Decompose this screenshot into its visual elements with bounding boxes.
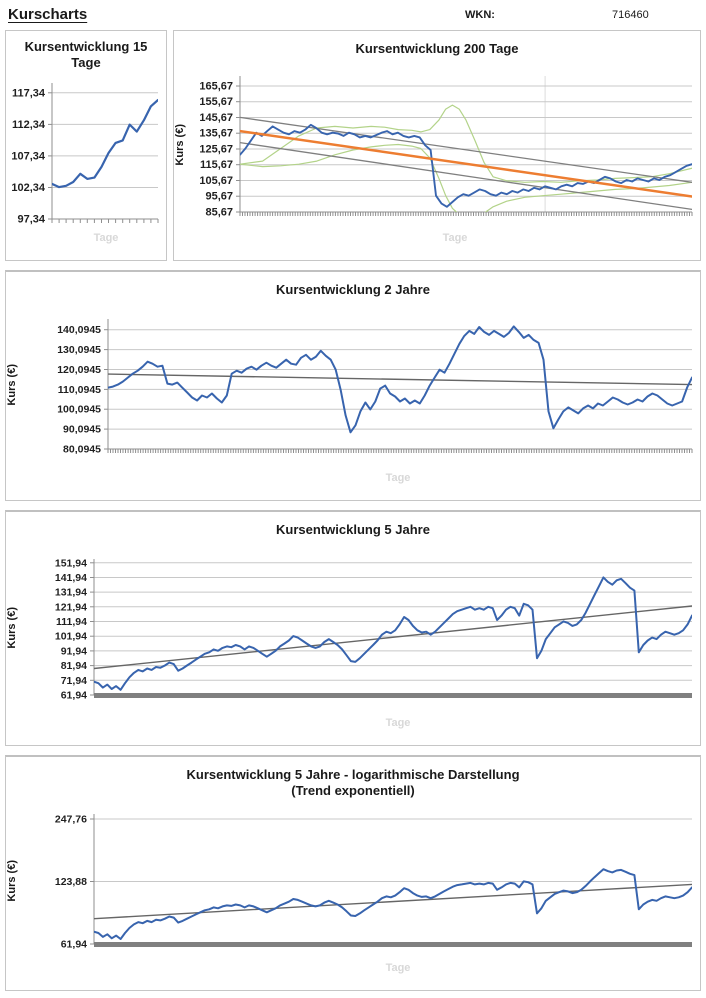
svg-text:100,0945: 100,0945 — [57, 404, 101, 416]
chart-5-jahre: Kursentwicklung 5 Jahre Kurs (€) 151,94 1… — [5, 510, 701, 746]
svg-text:85,67: 85,67 — [205, 206, 233, 218]
report-header: Kurscharts WKN: 716460 — [5, 0, 701, 30]
y-axis-title: Kurs (€) — [174, 123, 186, 166]
svg-text:131,94: 131,94 — [55, 586, 87, 598]
x-axis-title: Tage — [442, 232, 468, 244]
chart-5-jahre-log: Kursentwicklung 5 Jahre - logarithmische… — [5, 755, 701, 991]
svg-text:105,67: 105,67 — [200, 175, 233, 187]
series-trend — [240, 129, 692, 198]
series-price — [240, 123, 692, 208]
chart-15-tage: Kursentwicklung 15 Tage 117,34 112,34 107,… — [5, 30, 167, 261]
x-axis-title: Tage — [385, 472, 411, 484]
svg-text:80,0945: 80,0945 — [63, 444, 101, 456]
svg-text:91,94: 91,94 — [61, 645, 87, 657]
series-trend-exponential — [94, 884, 692, 920]
wkn-label: WKN: — [465, 9, 495, 21]
svg-text:141,94: 141,94 — [55, 572, 87, 584]
chart-body: Kurs (€) 140,0945 130,0945 120,0945 110,094… — [6, 298, 700, 472]
svg-text:115,67: 115,67 — [200, 159, 233, 171]
svg-text:95,67: 95,67 — [205, 190, 233, 202]
chart-title: Kursentwicklung 5 Jahre - logarithmische… — [186, 767, 520, 782]
chart-body: Kurs (€) 247,76 123,88 61,94 — [6, 799, 700, 962]
chart-subtitle: (Trend exponentiell) — [291, 783, 415, 799]
svg-text:90,0945: 90,0945 — [63, 424, 101, 436]
chart-title: Kursentwicklung 15 Tage — [24, 39, 148, 71]
svg-text:130,0945: 130,0945 — [57, 344, 101, 356]
x-axis-title: Tage — [385, 717, 411, 729]
svg-text:247,76: 247,76 — [55, 814, 87, 826]
svg-text:112,34: 112,34 — [12, 119, 46, 131]
series-channel-lower — [240, 141, 692, 210]
svg-text:145,67: 145,67 — [200, 112, 233, 124]
svg-text:155,67: 155,67 — [200, 96, 233, 108]
plot-area: 140,0945 130,0945 120,0945 110,0945 100,0945… — [57, 319, 693, 456]
svg-text:123,88: 123,88 — [55, 876, 87, 888]
svg-text:120,0945: 120,0945 — [57, 364, 101, 376]
series-price — [94, 576, 692, 691]
y-axis-title: Kurs (€) — [6, 364, 18, 406]
series-band-upper — [240, 104, 692, 183]
chart-body: Kurs (€) 165,67 155,67 145,67 135,67 125,67 1… — [174, 57, 700, 232]
svg-text:61,94: 61,94 — [61, 939, 87, 951]
svg-text:71,94: 71,94 — [61, 674, 87, 686]
y-axis-title: Kurs (€) — [6, 606, 18, 649]
svg-text:101,94: 101,94 — [55, 630, 87, 642]
svg-text:111,94: 111,94 — [56, 616, 87, 628]
series-price — [52, 98, 158, 188]
svg-text:125,67: 125,67 — [200, 143, 233, 155]
chart-body: Kurs (€) 151,94 141,94 131,94 121,94 111,94 1… — [6, 538, 700, 717]
svg-text:107,34: 107,34 — [11, 150, 46, 162]
svg-text:165,67: 165,67 — [200, 80, 233, 92]
chart-body: 117,34 112,34 107,34 102,34 97,34 — [6, 72, 166, 233]
svg-text:102,34: 102,34 — [11, 182, 46, 194]
svg-text:121,94: 121,94 — [55, 601, 87, 613]
plot-area: 151,94 141,94 131,94 121,94 111,94 101,94 91,9… — [55, 557, 692, 701]
series-trend — [94, 604, 692, 669]
x-axis-title: Tage — [385, 962, 411, 974]
svg-text:140,0945: 140,0945 — [57, 324, 101, 336]
chart-2-jahre: Kursentwicklung 2 Jahre Kurs (€) 140,094… — [5, 270, 701, 501]
series-price — [108, 325, 692, 434]
series-trend — [108, 373, 692, 386]
series-price — [94, 868, 692, 941]
svg-text:97,34: 97,34 — [17, 213, 45, 225]
svg-text:110,0945: 110,0945 — [58, 384, 101, 396]
chart-title: Kursentwicklung 5 Jahre — [276, 522, 430, 537]
page-title: Kurscharts — [8, 6, 88, 23]
svg-text:117,34: 117,34 — [12, 87, 46, 99]
svg-text:151,94: 151,94 — [55, 557, 87, 569]
svg-text:135,67: 135,67 — [200, 127, 233, 139]
wkn-value: 716460 — [612, 9, 649, 21]
plot-area: 117,34 112,34 107,34 102,34 97,34 — [11, 82, 159, 225]
svg-text:81,94: 81,94 — [61, 660, 87, 672]
y-axis-title: Kurs (€) — [6, 859, 18, 902]
chart-title: Kursentwicklung 2 Jahre — [276, 282, 430, 297]
x-axis-title: Tage — [93, 232, 119, 244]
plot-area: 247,76 123,88 61,94 — [55, 814, 692, 951]
chart-title: Kursentwicklung 200 Tage — [355, 41, 519, 56]
series-band-lower — [240, 143, 692, 212]
svg-text:61,94: 61,94 — [61, 689, 87, 701]
chart-200-tage: Kursentwicklung 200 Tage Kurs (€) 165,67… — [173, 30, 701, 261]
plot-area: 165,67 155,67 145,67 135,67 125,67 115,67 105,… — [200, 75, 693, 218]
top-chart-row: Kursentwicklung 15 Tage 117,34 112,34 107,… — [5, 30, 701, 261]
